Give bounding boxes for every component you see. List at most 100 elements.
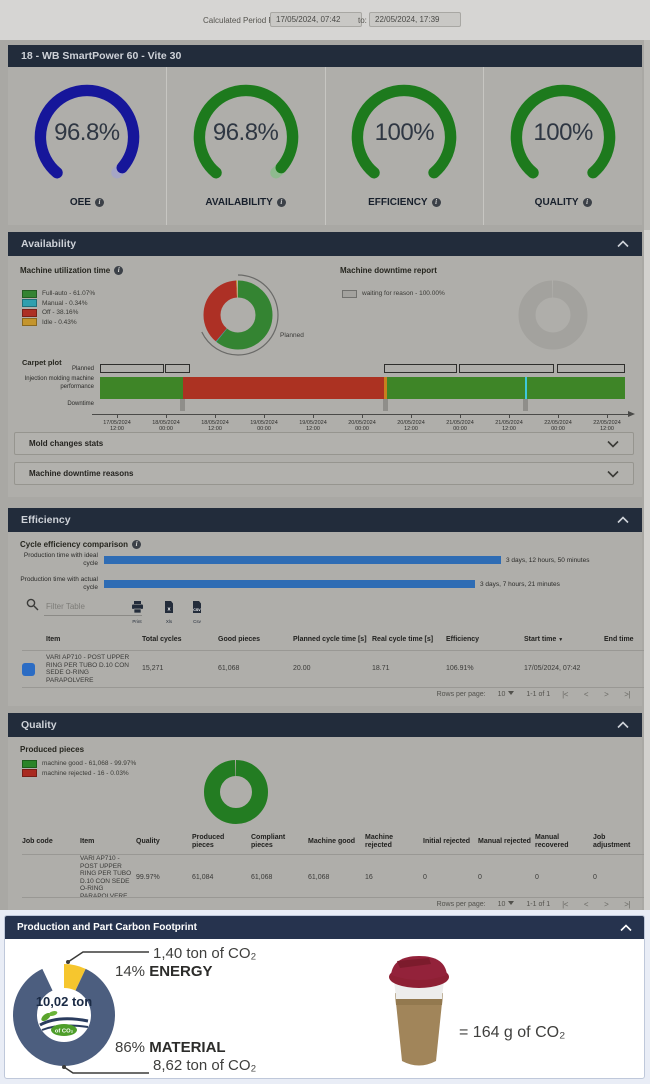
leaf-co2-icon: of CO₂ [39, 1010, 89, 1036]
carpet-planned-box [100, 364, 165, 373]
prev-page-button[interactable]: < [583, 900, 589, 909]
quality-table-header: Job code Item Quality Produced pieces Co… [22, 834, 631, 849]
axis-tick [264, 414, 265, 418]
produced-pieces-donut-chart [204, 760, 268, 824]
chevron-down-icon[interactable] [607, 440, 619, 448]
planned-ring [197, 274, 279, 356]
accordion-downtime-reasons[interactable]: Machine downtime reasons [14, 462, 634, 485]
coffee-cup-image [389, 956, 449, 1066]
co2-equivalence: = 164 g of CO₂ [459, 1024, 566, 1041]
info-icon[interactable] [582, 198, 592, 207]
first-page-button[interactable]: |< [562, 900, 568, 909]
export-csv-button[interactable]: CSV Csv [186, 600, 208, 624]
first-page-button[interactable]: |< [562, 690, 568, 699]
csv-file-icon: CSV [193, 601, 201, 613]
chevron-up-icon[interactable] [620, 923, 632, 932]
last-page-button[interactable]: >| [624, 690, 630, 699]
sort-column-header[interactable]: Start time ▼ [524, 636, 564, 643]
availability-label: AVAILABILITY [167, 197, 325, 208]
oee-gauge-chart [34, 84, 140, 179]
cycle-comparison-title: Cycle efficiency comparison [20, 540, 142, 549]
carpet-performance-segment [100, 377, 183, 399]
produced-pieces-title: Produced pieces [20, 745, 85, 754]
efficiency-label: EFFICIENCY [326, 197, 484, 208]
downtime-legend: waiting for reason - 100.00% [342, 289, 445, 299]
axis-tick-label: 19/05/2024 12:00 [299, 420, 327, 432]
legend-swatch [22, 759, 37, 768]
scrollbar-track[interactable] [644, 40, 650, 1084]
xls-file-icon: x [165, 601, 173, 613]
next-page-button[interactable]: > [604, 690, 609, 699]
legend-label: Off - 38.16% [42, 309, 79, 317]
axis-tick [558, 414, 559, 418]
efficiency-table-header: Item Total cycles Good pieces Planned cy… [46, 636, 634, 643]
axis-tick-label: 18/05/2024 00:00 [152, 420, 180, 432]
legend-swatch [22, 299, 37, 308]
rows-per-page-select[interactable]: 10 [498, 901, 515, 908]
carpet-performance-segment [385, 377, 625, 399]
print-button[interactable]: Print [126, 600, 148, 624]
availability-header[interactable]: Availability [8, 232, 642, 256]
divider [22, 650, 644, 651]
quality-table-row[interactable]: VARI AP710 - POST UPPER RING PER TUBO D.… [80, 855, 597, 900]
efficiency-value: 100% [374, 119, 435, 146]
planned-ring-label: Planned [280, 332, 304, 339]
gauge-availability: 96.8% AVAILABILITY [167, 67, 326, 225]
axis-tick [607, 414, 608, 418]
divider [22, 897, 644, 898]
next-page-button[interactable]: > [604, 900, 609, 909]
carpet-plot: 17/05/2024 12:00 18/05/2024 00:00 18/05/2024… [92, 364, 635, 432]
prev-page-button[interactable]: < [583, 690, 589, 699]
legend-label: machine good - 61,068 - 99.97% [42, 760, 137, 768]
carbon-donut-chart [13, 964, 115, 1066]
chevron-up-icon[interactable] [617, 516, 629, 524]
legend-item: waiting for reason - 100.00% [342, 289, 445, 299]
legend-swatch [22, 318, 37, 327]
info-icon[interactable] [94, 198, 104, 207]
legend-item: machine good - 61,068 - 99.97% [22, 759, 136, 769]
efficiency-table-row[interactable]: VARI AP710 - POST UPPER RING PER TUBO D.… [22, 651, 644, 687]
export-xls-button[interactable]: x Xls [158, 600, 180, 624]
info-icon[interactable] [276, 198, 286, 207]
axis-tick-label: 20/05/2024 00:00 [348, 420, 376, 432]
carpet-axis [92, 414, 628, 415]
legend-swatch [22, 289, 37, 298]
info-icon[interactable] [431, 198, 441, 207]
info-icon[interactable] [114, 266, 124, 275]
availability-section: Availability Machine utilization time Fu… [8, 232, 642, 497]
divider [22, 687, 644, 688]
axis-tick [117, 414, 118, 418]
axis-tick [215, 414, 216, 418]
produced-pieces-legend: machine good - 61,068 - 99.97% machine re… [22, 759, 136, 778]
chevron-up-icon[interactable] [617, 240, 629, 248]
filter-table-input[interactable] [44, 598, 142, 616]
legend-label: Idle - 0.43% [42, 318, 77, 326]
carpet-planned-box [459, 364, 554, 373]
quality-header[interactable]: Quality [8, 713, 642, 737]
efficiency-header[interactable]: Efficiency [8, 508, 642, 532]
page-range: 1-1 of 1 [526, 691, 551, 698]
utilization-legend: Full-auto - 61.07% Manual - 0.34% Off - 38… [22, 289, 95, 327]
period-from-input[interactable]: 17/05/2024, 07:42 [270, 12, 362, 27]
accordion-mold-changes[interactable]: Mold changes stats [14, 432, 634, 455]
quality-gauge-chart [510, 84, 616, 179]
last-page-button[interactable]: >| [624, 900, 630, 909]
rows-per-page-select[interactable]: 10 [498, 691, 515, 698]
row-color-chip[interactable] [22, 662, 35, 676]
carbon-header[interactable]: Production and Part Carbon Footprint [5, 916, 644, 939]
ideal-cycle-bar [104, 556, 501, 564]
donut-segment [204, 760, 268, 824]
printer-icon [131, 601, 143, 614]
donut-segment [13, 964, 115, 1066]
ideal-cycle-duration: 3 days, 12 hours, 50 minutes [506, 557, 590, 564]
info-icon[interactable] [132, 540, 142, 549]
legend-swatch [22, 769, 37, 778]
carbon-donut-center: 10,02 ton of CO₂ [7, 958, 121, 1072]
carpet-plot-title: Carpet plot [22, 358, 62, 367]
period-to-input[interactable]: 22/05/2024, 17:39 [369, 12, 461, 27]
chevron-down-icon[interactable] [607, 470, 619, 478]
chevron-up-icon[interactable] [617, 721, 629, 729]
scrollbar-thumb[interactable] [644, 40, 650, 230]
carpet-performance-segment [182, 377, 386, 399]
oee-label: OEE [8, 197, 166, 208]
